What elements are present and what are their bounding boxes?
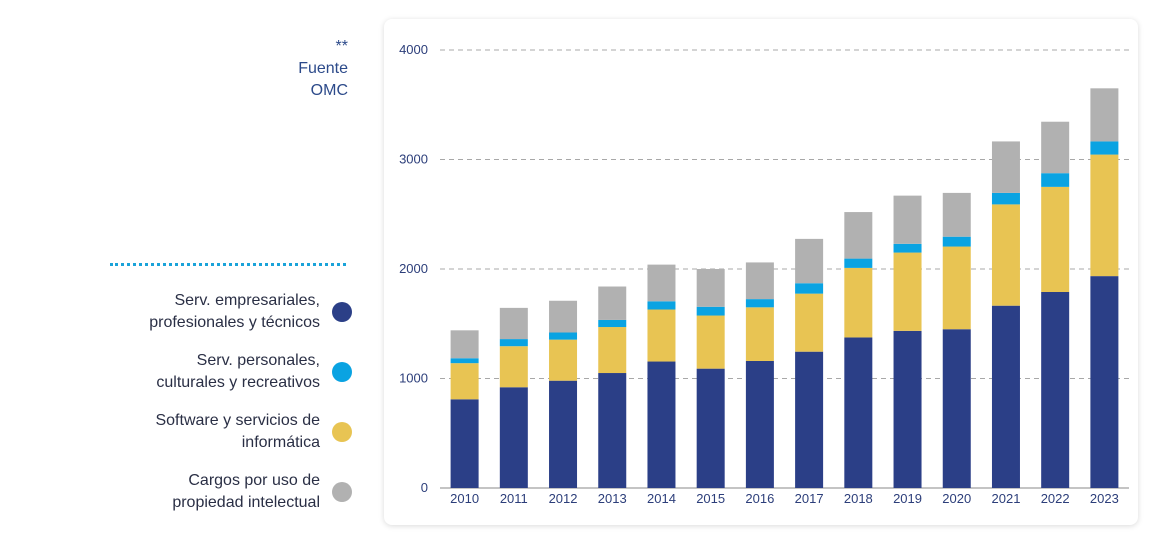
bar-segment (450, 358, 479, 364)
bar-segment (942, 236, 971, 247)
bar-segment (991, 204, 1020, 306)
bar-segment (745, 360, 774, 488)
x-tick-label: 2022 (1041, 491, 1070, 506)
bar-segment (598, 327, 627, 374)
legend-label-line1: Serv. empresariales, (174, 292, 320, 309)
x-tick-label: 2016 (745, 491, 774, 506)
bar-segment (795, 351, 824, 488)
x-tick-label: 2012 (549, 491, 578, 506)
bar-segment (844, 258, 873, 268)
legend-swatch-dot (332, 422, 352, 442)
source-name: OMC (310, 82, 348, 99)
x-tick-label: 2010 (450, 491, 479, 506)
bar-segment (893, 243, 922, 253)
chart-card: 0 1000 2000 3000 4000 2010 2011 2012 2013 2014 201… (384, 19, 1138, 525)
bar-segment (1090, 141, 1119, 155)
source-note: ** Fuente OMC (298, 36, 348, 102)
bar-segment (1090, 276, 1119, 488)
bar-segment (647, 264, 676, 302)
bar-segment (942, 192, 971, 237)
y-tick-label: 1000 (399, 371, 428, 386)
legend-label-line2: propiedad intelectual (172, 494, 320, 511)
bar-segment (893, 195, 922, 244)
x-tick-label: 2019 (893, 491, 922, 506)
bar-segment (598, 373, 627, 488)
bar-segment (1041, 121, 1070, 174)
bar-segment (1090, 88, 1119, 142)
bar-segment (795, 293, 824, 352)
bar-segment (647, 301, 676, 310)
bar-segment (696, 269, 725, 307)
bar-segment (696, 315, 725, 369)
bar-segment (450, 363, 479, 400)
bar-segment (942, 246, 971, 330)
y-tick-label: 2000 (399, 261, 428, 276)
bar-segment (991, 192, 1020, 205)
y-tick-label: 4000 (399, 42, 428, 57)
x-tick-label: 2021 (992, 491, 1021, 506)
bar-segment (1041, 173, 1070, 187)
bar-segment (549, 332, 578, 340)
bar-segment (549, 339, 578, 381)
stacked-bar-chart: 0 1000 2000 3000 4000 2010 2011 2012 2013 2014 201… (399, 42, 1129, 506)
dotted-divider (110, 263, 346, 266)
bar-segment (499, 346, 528, 388)
bar-segment (745, 262, 774, 300)
legend-label-line2: informática (241, 434, 320, 451)
bar-segment (844, 212, 873, 259)
bar-segment (745, 307, 774, 361)
legend-swatch-dot (332, 302, 352, 322)
bar-segment (844, 267, 873, 338)
bar-segment (795, 283, 824, 294)
legend-item-software: Software y servicios de informática (155, 410, 352, 454)
source-asterisks: ** (335, 38, 348, 55)
bar-segment (549, 300, 578, 333)
bar-segment (1041, 186, 1070, 292)
x-tick-label: 2023 (1090, 491, 1119, 506)
bar-segment (598, 319, 627, 328)
bar-segment (942, 329, 971, 488)
bar-segment (450, 399, 479, 488)
bar-segment (991, 305, 1020, 488)
bar-segment (499, 307, 528, 340)
bar-segment (499, 387, 528, 488)
legend-label-line2: culturales y recreativos (156, 374, 320, 391)
bar-segment (795, 238, 824, 284)
x-tick-label: 2011 (500, 491, 528, 506)
legend-label-line1: Cargos por uso de (188, 472, 320, 489)
bar-segment (1041, 291, 1070, 488)
bar-segment (696, 306, 725, 316)
bar-segment (647, 361, 676, 488)
bar-segment (745, 299, 774, 308)
bar-segment (991, 141, 1020, 193)
bar-segment (844, 337, 873, 488)
bar-segment (549, 380, 578, 488)
bar-segment (893, 330, 922, 488)
legend-label-line1: Serv. personales, (196, 352, 320, 369)
legend-item-serv-personales: Serv. personales, culturales y recreativ… (156, 350, 352, 394)
legend-item-propiedad-intelectual: Cargos por uso de propiedad intelectual (172, 470, 352, 514)
x-tick-label: 2015 (696, 491, 725, 506)
bar-segment (598, 286, 627, 320)
legend-label-line1: Software y servicios de (155, 412, 320, 429)
y-tick-label: 3000 (399, 152, 428, 167)
x-tick-label: 2017 (795, 491, 824, 506)
bar-segment (647, 309, 676, 362)
source-label: Fuente (298, 60, 348, 77)
legend-item-serv-empresariales: Serv. empresariales, profesionales y téc… (149, 290, 352, 334)
legend-label-line2: profesionales y técnicos (149, 314, 320, 331)
legend-swatch-dot (332, 362, 352, 382)
x-tick-label: 2013 (598, 491, 627, 506)
bar-segment (1090, 154, 1119, 277)
bar-segment (893, 252, 922, 331)
x-tick-label: 2020 (942, 491, 971, 506)
x-tick-label: 2014 (647, 491, 676, 506)
bar-segment (450, 330, 479, 359)
legend-swatch-dot (332, 482, 352, 502)
x-tick-label: 2018 (844, 491, 873, 506)
y-tick-label: 0 (421, 480, 428, 495)
bar-segment (696, 368, 725, 488)
bar-segment (499, 339, 528, 347)
